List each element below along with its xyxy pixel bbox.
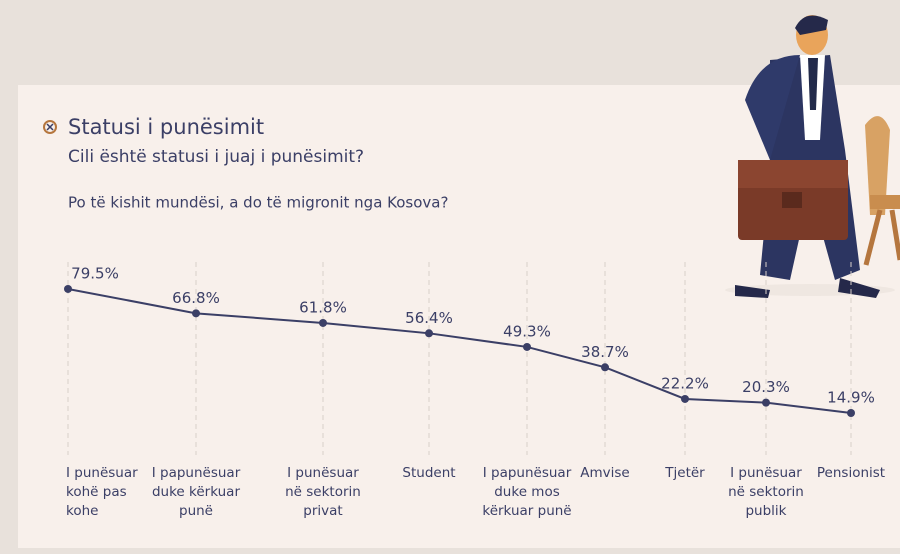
point xyxy=(601,363,609,372)
value-label: 61.8% xyxy=(299,298,347,316)
chart-title: Statusi i punësimit xyxy=(68,115,264,139)
x-tick-label: Tjetër xyxy=(665,465,705,481)
x-tick-label: I papunësuar duke kërkuar punë xyxy=(151,465,241,519)
value-label: 20.3% xyxy=(742,378,790,396)
point xyxy=(523,342,531,351)
point xyxy=(847,408,855,417)
icon xyxy=(43,120,57,134)
value-label: 66.8% xyxy=(172,289,220,307)
value-label: 22.2% xyxy=(661,374,709,392)
value-label: 79.5% xyxy=(71,264,119,282)
illustration xyxy=(725,15,900,298)
point xyxy=(319,318,327,327)
subtitle: Cili është statusi i juaj i punësimit? xyxy=(68,147,364,167)
point xyxy=(192,309,200,318)
point xyxy=(681,394,689,403)
point xyxy=(64,284,72,293)
value-label: 56.4% xyxy=(405,309,453,327)
value-label: 14.9% xyxy=(827,388,875,406)
x-tick-label: Pensionist xyxy=(816,465,886,481)
value-label: 38.7% xyxy=(581,343,629,361)
icon xyxy=(46,123,54,131)
point xyxy=(762,398,770,407)
x-tick-label: I punësuar kohë pas kohe xyxy=(66,465,138,519)
x-tick-label: Student xyxy=(402,465,456,481)
x-tick-label: I punësuar në sektorin privat xyxy=(285,465,361,519)
value-label: 49.3% xyxy=(503,322,551,340)
x-tick-label: Amvise xyxy=(580,465,630,481)
x-tick-label: I papunësuar duke mos kërkuar punë xyxy=(482,465,572,519)
question: Po të kishit mundësi, a do të migronit n… xyxy=(68,194,448,212)
point xyxy=(425,329,433,338)
x-tick-label: I punësuar në sektorin publik xyxy=(728,465,804,519)
